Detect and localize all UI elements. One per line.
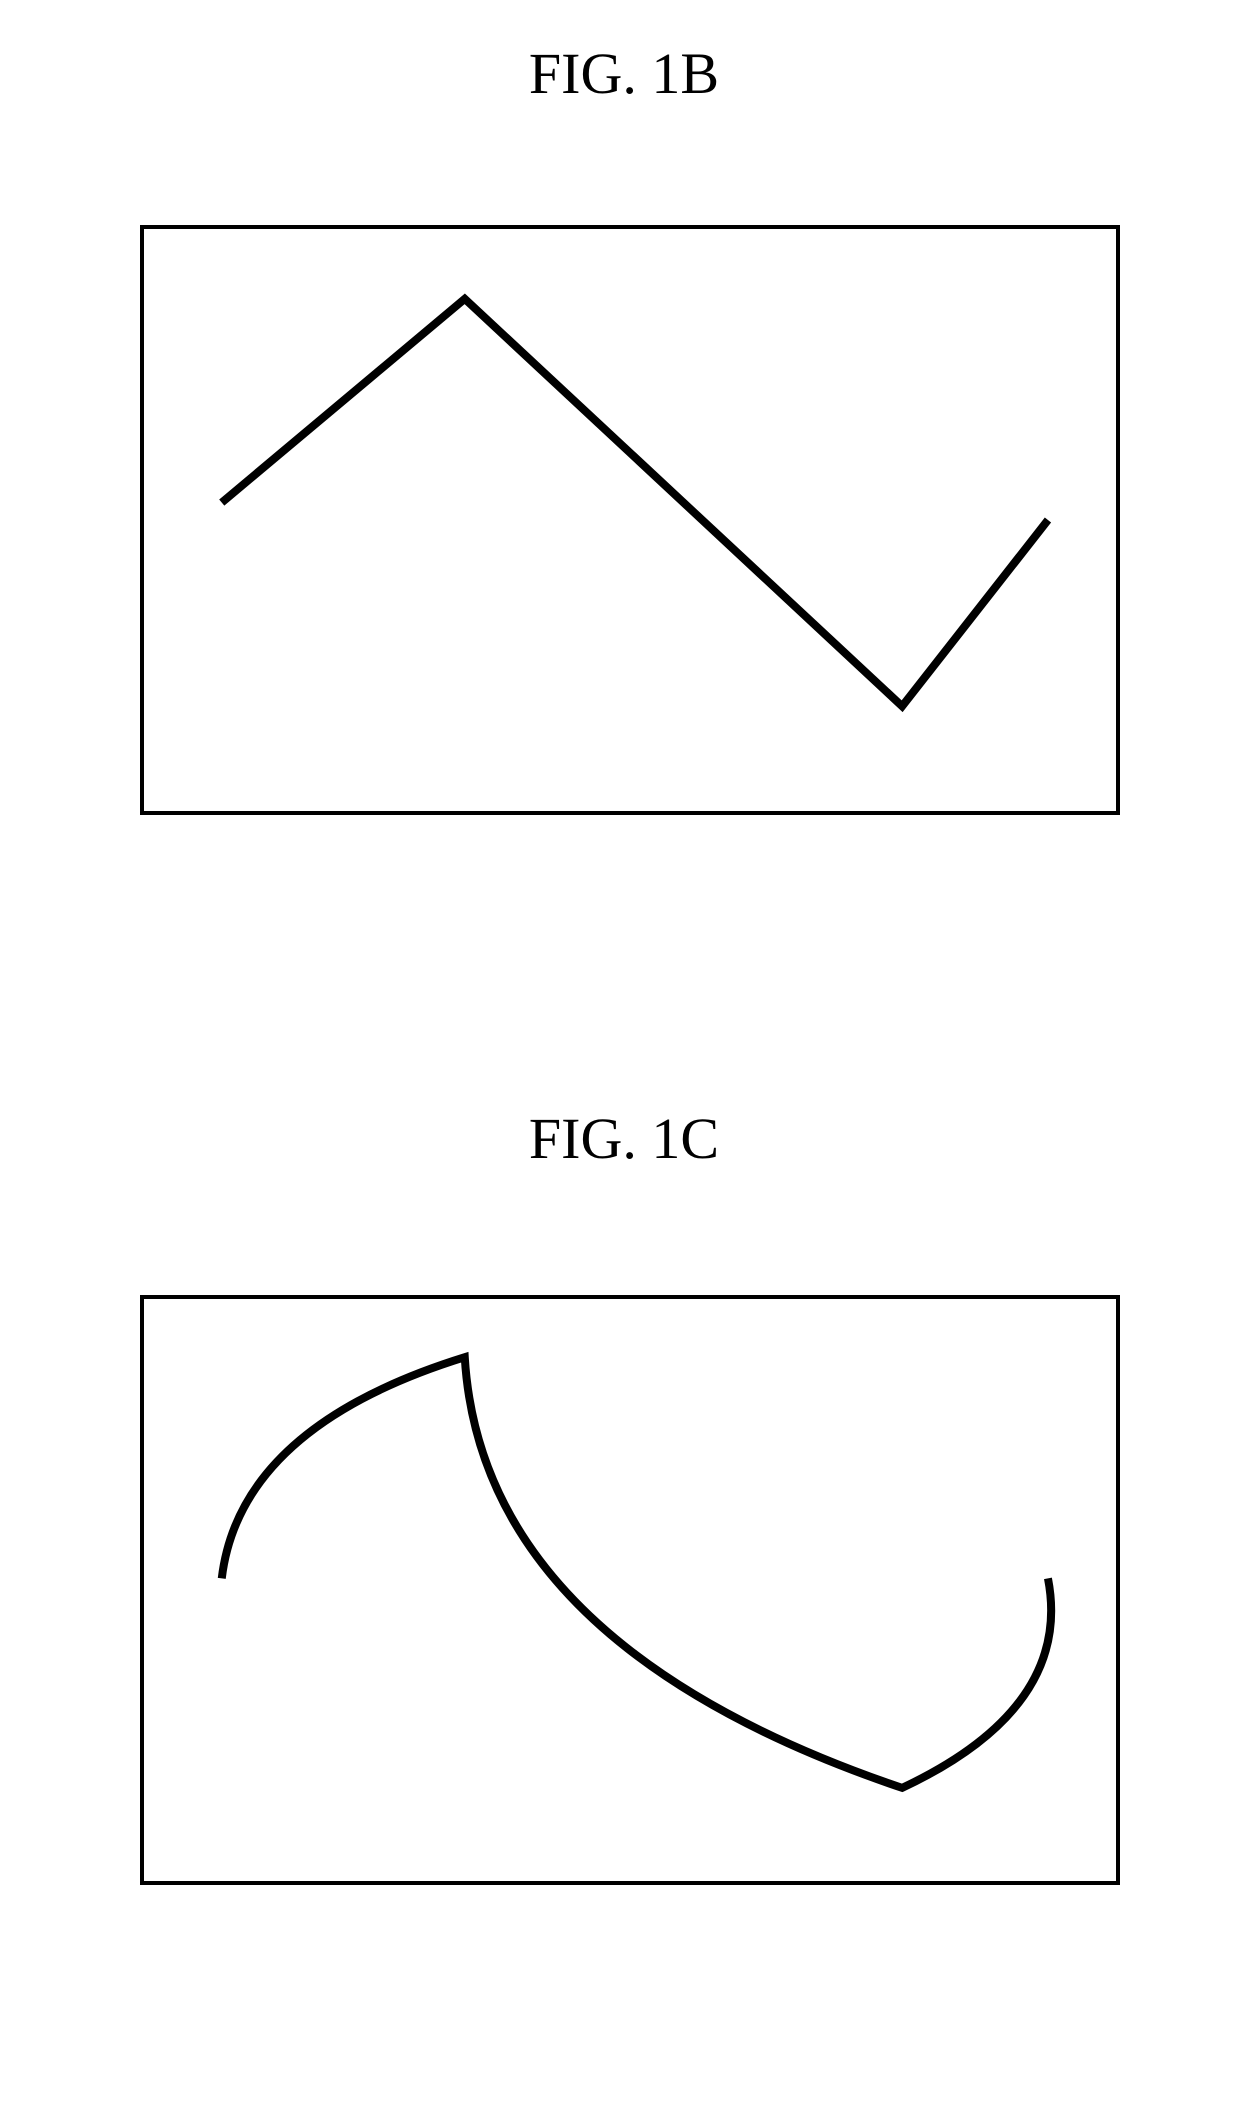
waveform-1c <box>144 1299 1116 1881</box>
panel-fig-1c <box>140 1295 1120 1885</box>
figure-label-1b: FIG. 1B <box>0 40 1248 107</box>
waveform-1b <box>144 229 1116 811</box>
panel-fig-1b <box>140 225 1120 815</box>
page: FIG. 1B FIG. 1C <box>0 0 1248 2108</box>
figure-label-1c: FIG. 1C <box>0 1105 1248 1172</box>
